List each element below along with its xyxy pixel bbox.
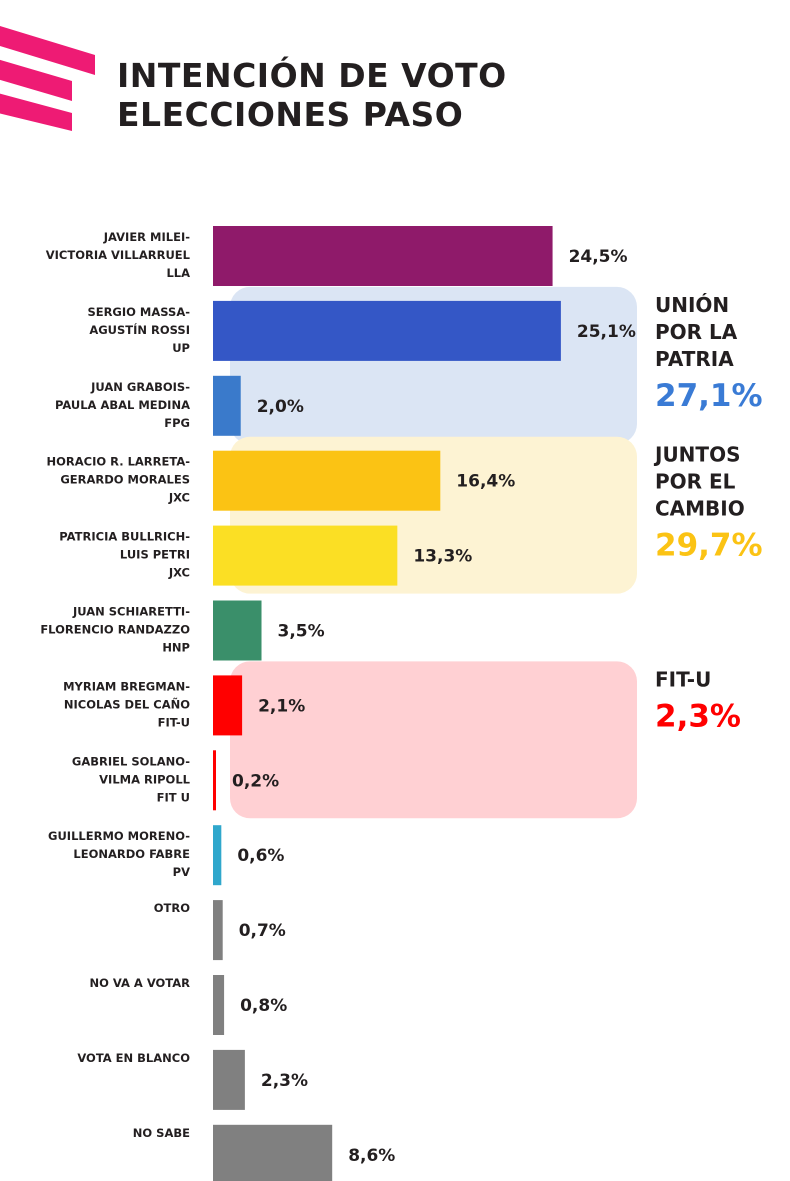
value-label-13: 8,6% xyxy=(348,1146,395,1166)
category-label-2-line-2: AGUSTÍN ROSSI xyxy=(89,322,190,337)
category-label-5-line-2: LUIS PETRI xyxy=(120,548,190,562)
group-name-1-line-2: POR LA xyxy=(655,320,738,344)
bar-7 xyxy=(213,675,243,736)
category-labels: JAVIER MILEI- VICTORIA VILLARRUEL LLA SERGI… xyxy=(40,230,190,1140)
value-label-5: 13,3% xyxy=(413,547,472,567)
bar-6 xyxy=(213,600,262,661)
bar-3 xyxy=(213,375,241,436)
group-name-1-line-3: PATRIA xyxy=(655,347,734,371)
value-label-10: 0,7% xyxy=(239,921,286,941)
group-labels: UNIÓN POR LA PATRIA 27,1% JUNTOS POR EL CAMBIO… xyxy=(653,293,763,735)
category-label-2-line-1: SERGIO MASSA- xyxy=(87,305,190,319)
bar-11 xyxy=(213,975,225,1035)
bars xyxy=(213,226,561,1181)
category-label-1-line-3: LLA xyxy=(166,266,190,280)
group-total-1: 27,1% xyxy=(655,378,763,414)
bar-13 xyxy=(213,1124,333,1181)
category-label-4-line-1: HORACIO R. LARRETA- xyxy=(46,455,190,469)
group-name-3-line-1: FIT-U xyxy=(655,667,711,691)
category-label-6-line-2: FLORENCIO RANDAZZO xyxy=(40,623,190,637)
bar-2 xyxy=(213,300,561,361)
group-name-2-line-2: POR EL xyxy=(655,470,736,494)
value-label-2: 25,1% xyxy=(577,322,636,342)
chart-title-line-1: INTENCIÓN DE VOTO xyxy=(117,56,507,95)
group-name-1-line-1: UNIÓN xyxy=(655,293,729,317)
bar-12 xyxy=(213,1049,245,1110)
category-label-6-line-1: JUAN SCHIARETTI- xyxy=(72,605,190,619)
category-label-13-line-1: NO SABE xyxy=(133,1126,190,1140)
group-total-2: 29,7% xyxy=(655,528,763,564)
bar-8 xyxy=(213,750,216,811)
value-label-1: 24,5% xyxy=(569,247,628,267)
bar-10 xyxy=(213,900,223,961)
category-label-12-line-1: VOTA EN BLANCO xyxy=(77,1051,190,1065)
group-total-3: 2,3% xyxy=(655,698,741,734)
category-label-3-line-3: FPG xyxy=(164,416,190,430)
category-label-5-line-1: PATRICIA BULLRICH- xyxy=(59,530,190,544)
category-label-9-line-1: GUILLERMO MORENO- xyxy=(48,829,190,843)
bar-9 xyxy=(213,825,222,886)
bar-4 xyxy=(213,450,441,511)
group-name-2-line-1: JUNTOS xyxy=(653,443,740,467)
category-label-3-line-1: JUAN GRABOIS- xyxy=(90,380,190,394)
value-label-8: 0,2% xyxy=(232,771,279,791)
category-label-8-line-1: GABRIEL SOLANO- xyxy=(72,754,190,768)
logo-stripes xyxy=(0,26,95,131)
category-label-11-line-1: NO VA A VOTAR xyxy=(89,976,190,990)
value-label-4: 16,4% xyxy=(456,472,515,492)
category-label-4-line-3: JXC xyxy=(168,491,190,505)
brand-logo xyxy=(0,26,95,131)
category-label-2-line-3: UP xyxy=(172,341,190,355)
chart-title: INTENCIÓN DE VOTO ELECCIONES PASO xyxy=(117,56,507,134)
category-label-6-line-3: HNP xyxy=(162,641,190,655)
value-label-11: 0,8% xyxy=(240,996,287,1016)
value-label-9: 0,6% xyxy=(237,846,284,866)
category-label-7-line-2: NICOLAS DEL CAÑO xyxy=(64,696,190,711)
value-label-12: 2,3% xyxy=(261,1071,308,1091)
category-label-1-line-1: JAVIER MILEI- xyxy=(103,230,190,244)
category-label-4-line-2: GERARDO MORALES xyxy=(60,473,190,487)
group-panel-3 xyxy=(230,661,637,819)
category-label-8-line-3: FIT U xyxy=(157,790,190,804)
chart-title-line-2: ELECCIONES PASO xyxy=(117,95,464,134)
group-name-2-line-3: CAMBIO xyxy=(655,497,745,521)
bar-1 xyxy=(213,226,553,286)
category-label-7-line-1: MYRIAM BREGMAN- xyxy=(63,679,190,693)
value-label-6: 3,5% xyxy=(278,622,325,642)
category-label-3-line-2: PAULA ABAL MEDINA xyxy=(55,398,190,412)
category-label-9-line-3: PV xyxy=(173,865,190,879)
value-label-3: 2,0% xyxy=(257,397,304,417)
bar-5 xyxy=(213,525,398,586)
category-label-10-line-1: OTRO xyxy=(154,901,190,915)
value-label-7: 2,1% xyxy=(258,696,305,716)
category-label-1-line-2: VICTORIA VILLARRUEL xyxy=(46,248,191,262)
category-label-5-line-3: JXC xyxy=(168,566,190,580)
category-label-7-line-3: FIT-U xyxy=(158,715,190,729)
category-label-8-line-2: VILMA RIPOLL xyxy=(99,772,191,786)
category-label-9-line-2: LEONARDO FABRE xyxy=(73,847,190,861)
value-labels: 24,5% 25,1% 2,0% 16,4% 13,3% 3,5% 2,1% 0,2% 0,6%… xyxy=(232,247,636,1166)
